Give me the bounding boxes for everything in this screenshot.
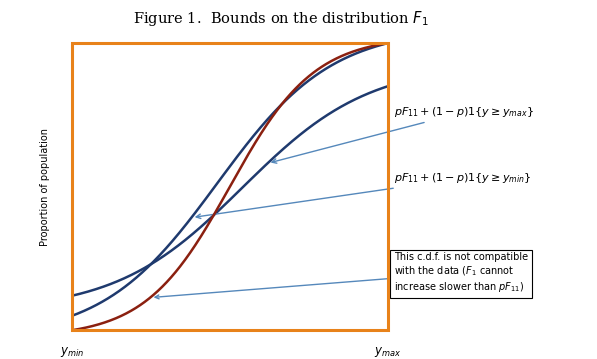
Text: Proportion of population: Proportion of population bbox=[40, 128, 50, 246]
Text: Figure 1.  Bounds on the distribution $F_1$: Figure 1. Bounds on the distribution $F_… bbox=[133, 9, 429, 28]
Text: $pF_{11}+(1-p)1\{y{\geq}y_{min}\}$: $pF_{11}+(1-p)1\{y{\geq}y_{min}\}$ bbox=[196, 171, 532, 219]
Text: $pF_{11}+(1-p)1\{y{\geq}y_{max}\}$: $pF_{11}+(1-p)1\{y{\geq}y_{max}\}$ bbox=[272, 105, 534, 163]
Text: $y_{min}$: $y_{min}$ bbox=[60, 345, 84, 359]
Text: $y_{max}$: $y_{max}$ bbox=[374, 345, 402, 359]
Text: This c.d.f. is not compatible
with the data ($F_1$ cannot
increase slower than $: This c.d.f. is not compatible with the d… bbox=[155, 252, 528, 299]
